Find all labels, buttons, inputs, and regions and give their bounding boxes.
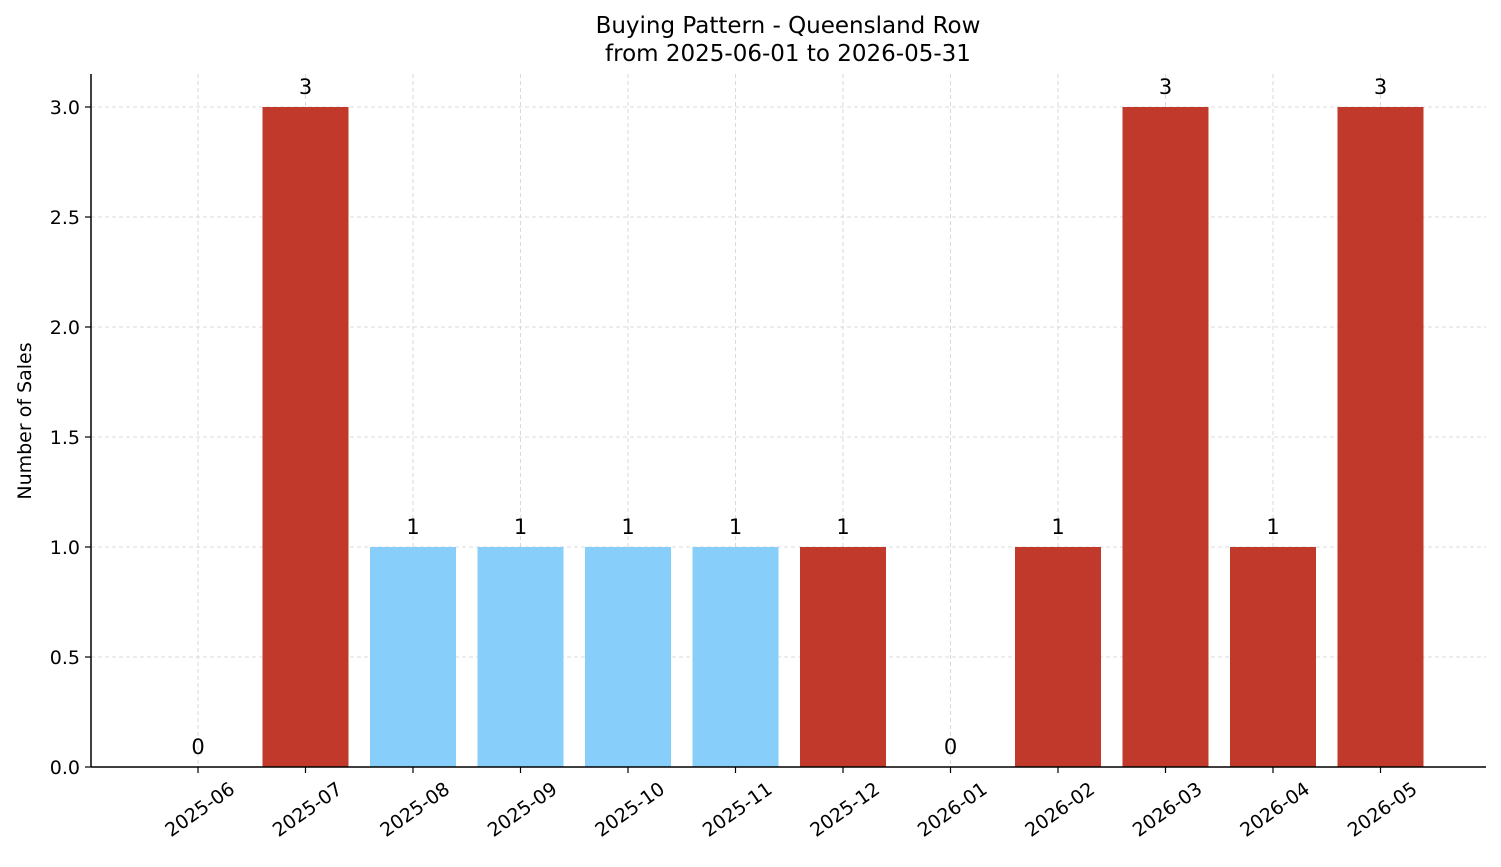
x-tick-label-2026-03: 2026-03 <box>1129 778 1207 842</box>
y-tick-label: 3.0 <box>50 97 80 119</box>
data-label-2025-10: 1 <box>621 515 634 539</box>
data-label-2025-12: 1 <box>836 515 849 539</box>
data-label-2026-03: 3 <box>1159 75 1172 99</box>
chart-title: Buying Pattern - Queensland Row <box>596 13 981 39</box>
chart-subtitle: from 2025-06-01 to 2026-05-31 <box>605 41 971 67</box>
bar-2026-04 <box>1230 547 1316 767</box>
data-label-2025-09: 1 <box>514 515 527 539</box>
bar-2025-11 <box>692 547 779 767</box>
data-label-2025-07: 3 <box>299 75 312 99</box>
data-label-2025-06: 0 <box>191 735 204 759</box>
bar-2025-10 <box>585 547 671 767</box>
x-tick-label-2025-09: 2025-09 <box>484 778 562 842</box>
x-tick-label-2026-01: 2026-01 <box>914 778 992 842</box>
y-tick-label: 2.5 <box>50 207 80 229</box>
data-label-2025-08: 1 <box>406 515 419 539</box>
x-tick-label-2025-06: 2025-06 <box>161 778 239 842</box>
y-tick-label: 1.0 <box>50 537 80 559</box>
y-tick-label: 2.0 <box>50 317 80 339</box>
y-axis-label: Number of Sales <box>14 342 36 499</box>
data-label-2026-04: 1 <box>1266 515 1279 539</box>
x-tick-label-2025-11: 2025-11 <box>699 778 777 842</box>
data-labels: 0 3 1 1 1 1 1 0 1 3 1 3 <box>191 75 1387 759</box>
data-label-2025-11: 1 <box>729 515 742 539</box>
bar-2025-07 <box>262 107 349 767</box>
x-tick-label-2026-04: 2026-04 <box>1236 778 1314 842</box>
data-label-2026-02: 1 <box>1051 515 1064 539</box>
x-tick-label-2025-10: 2025-10 <box>591 778 669 842</box>
bar-2025-12 <box>800 547 886 767</box>
data-label-2026-05: 3 <box>1374 75 1387 99</box>
bar-2025-08 <box>370 547 456 767</box>
bar-2025-09 <box>477 547 564 767</box>
bars <box>262 107 1424 767</box>
y-tick-label: 0.0 <box>50 757 80 779</box>
x-tick-label-2025-07: 2025-07 <box>269 778 347 842</box>
y-tick-label: 1.5 <box>50 427 80 449</box>
x-tick-label-2026-02: 2026-02 <box>1021 778 1099 842</box>
x-tick-label-2025-08: 2025-08 <box>376 778 454 842</box>
bar-2026-02 <box>1015 547 1101 767</box>
x-tick-label-2025-12: 2025-12 <box>806 778 884 842</box>
y-tick-label: 0.5 <box>50 647 80 669</box>
x-tick-label-2026-05: 2026-05 <box>1344 778 1422 842</box>
data-label-2026-01: 0 <box>944 735 957 759</box>
bar-2026-05 <box>1337 107 1424 767</box>
bar-2026-03 <box>1122 107 1209 767</box>
